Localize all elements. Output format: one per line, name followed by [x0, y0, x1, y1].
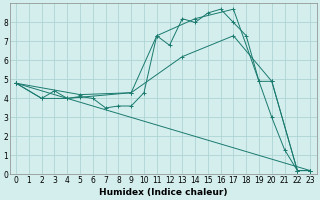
X-axis label: Humidex (Indice chaleur): Humidex (Indice chaleur) [99, 188, 228, 197]
